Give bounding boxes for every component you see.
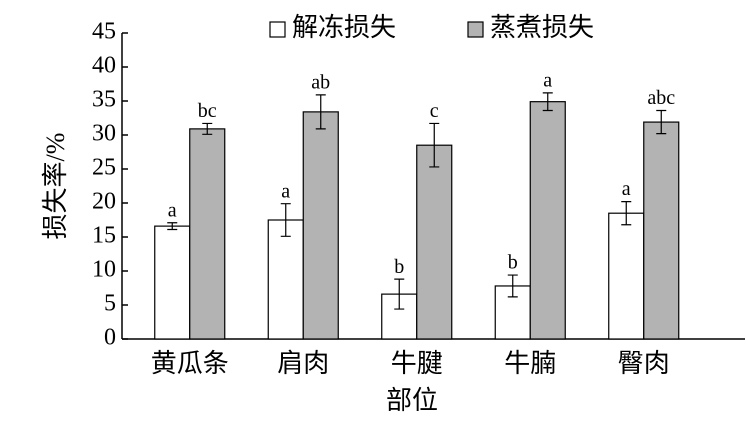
- x-tick-label: 牛腩: [504, 349, 556, 378]
- significance-letter: b: [394, 256, 404, 278]
- y-tick-label: 30: [92, 121, 116, 147]
- bar: [608, 212, 645, 340]
- y-tick-label: 20: [92, 189, 116, 215]
- y-tick-label: 25: [92, 155, 116, 181]
- error-bar: [621, 201, 632, 226]
- bar: [416, 144, 453, 340]
- x-tick-label: 黄瓜条: [151, 349, 229, 378]
- x-tick-label: 臀肉: [618, 349, 670, 378]
- significance-letter: abc: [647, 87, 675, 109]
- bar: [154, 225, 191, 340]
- error-bar: [315, 94, 326, 130]
- error-bar: [429, 122, 440, 168]
- y-axis-title: 损失率/%: [41, 133, 70, 240]
- legend-label: 解冻损失: [292, 13, 396, 42]
- y-tick-label: 45: [92, 19, 116, 45]
- bar: [643, 121, 680, 340]
- y-tick-label: 0: [104, 325, 116, 351]
- error-bar: [202, 122, 213, 135]
- x-tick-label: 牛腱: [391, 349, 443, 378]
- significance-letter: b: [508, 252, 518, 274]
- error-bar: [507, 274, 518, 298]
- error-bar: [656, 109, 667, 135]
- significance-letter: ab: [311, 71, 330, 93]
- error-bar: [280, 203, 291, 237]
- error-bar: [542, 92, 553, 112]
- bar: [267, 219, 304, 340]
- significance-letter: a: [543, 69, 552, 91]
- significance-letter: a: [281, 180, 290, 202]
- y-tick-label: 15: [92, 223, 116, 249]
- significance-letter: a: [168, 199, 177, 221]
- significance-letter: c: [430, 100, 439, 122]
- x-tick-label: 肩肉: [277, 349, 329, 378]
- significance-letter: a: [622, 178, 631, 200]
- bar: [302, 111, 339, 340]
- y-tick-label: 35: [92, 87, 116, 113]
- legend-swatch: [269, 21, 286, 38]
- error-bar: [394, 278, 405, 310]
- y-tick-label: 40: [92, 53, 116, 79]
- bar: [529, 101, 566, 340]
- significance-letter: bc: [198, 100, 217, 122]
- error-bar: [167, 222, 178, 231]
- x-axis-title: 部位: [386, 386, 438, 415]
- y-tick-label: 10: [92, 257, 116, 283]
- bar: [189, 128, 226, 340]
- legend-swatch: [467, 21, 484, 38]
- y-tick-label: 5: [104, 291, 116, 317]
- legend-label: 蒸煮损失: [490, 13, 594, 42]
